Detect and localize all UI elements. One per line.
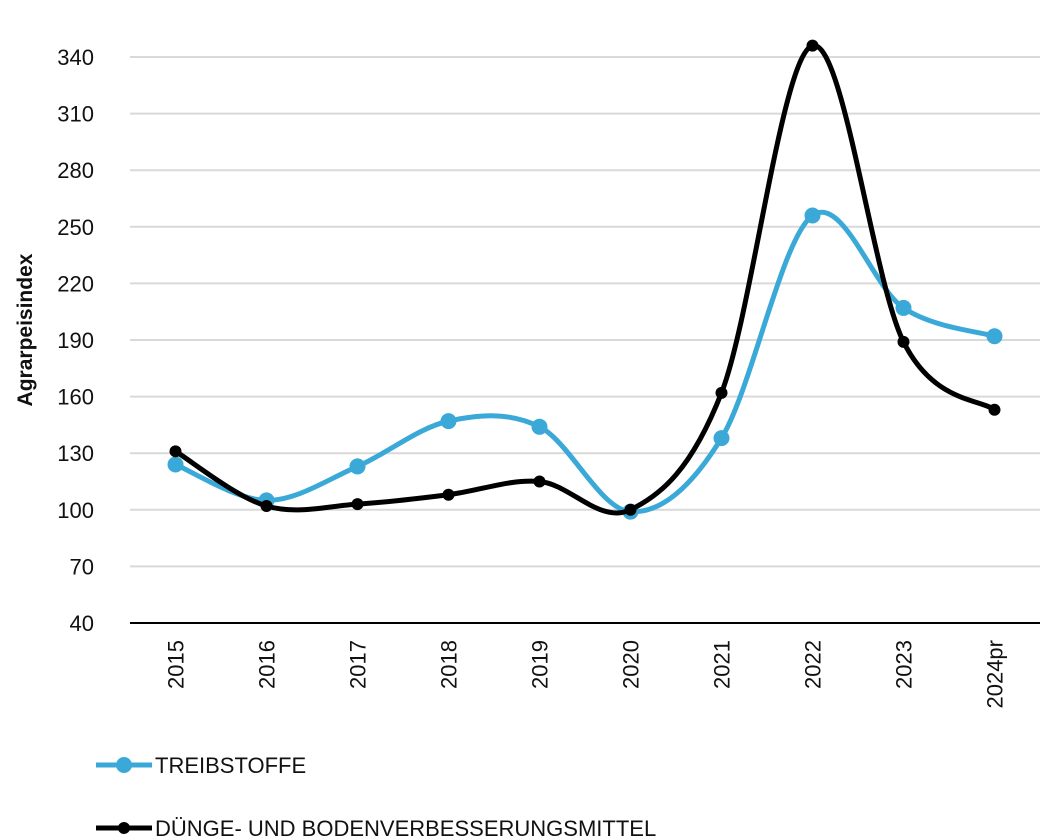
x-tick-label: 2022 <box>801 640 826 689</box>
y-axis-ticks: 40 70 100 130 160 190 220 250 280 310 340 <box>57 45 94 636</box>
series-duenge-bodenverbesserungsmittel <box>169 39 1001 516</box>
y-tick-label: 130 <box>57 441 94 466</box>
data-point <box>440 413 457 430</box>
x-tick-label: 2023 <box>892 640 917 689</box>
data-point <box>986 328 1003 345</box>
x-tick-label: 2017 <box>346 640 371 689</box>
data-point <box>988 403 1001 416</box>
data-point <box>531 418 548 435</box>
legend: TREIBSTOFFE DÜNGE- UND BODENVERBESSERUNGS… <box>96 753 656 840</box>
x-tick-label: 2018 <box>437 640 462 689</box>
data-point <box>533 475 546 488</box>
series-line <box>174 210 996 515</box>
data-point <box>624 503 637 516</box>
x-tick-label: 2015 <box>164 640 189 689</box>
data-point <box>260 500 273 513</box>
legend-item: DÜNGE- UND BODENVERBESSERUNGSMITTEL <box>96 816 656 840</box>
data-point <box>167 456 184 473</box>
y-tick-label: 190 <box>57 328 94 353</box>
y-axis-label: Agrarpeisindex <box>14 253 37 406</box>
x-tick-label: 2019 <box>528 640 553 689</box>
data-point <box>169 445 182 458</box>
data-point <box>351 498 364 511</box>
data-point <box>804 207 821 224</box>
data-point <box>442 488 455 501</box>
legend-marker-icon <box>118 822 130 834</box>
y-tick-label: 40 <box>70 611 94 636</box>
x-tick-label: 2021 <box>710 640 735 689</box>
data-point <box>715 386 728 399</box>
y-tick-label: 100 <box>57 498 94 523</box>
y-tick-label: 250 <box>57 215 94 240</box>
data-point <box>806 39 819 52</box>
series-group <box>167 39 1003 520</box>
y-tick-label: 310 <box>57 102 94 127</box>
y-tick-label: 70 <box>70 554 94 579</box>
series-line <box>174 43 996 516</box>
legend-label: TREIBSTOFFE <box>155 753 306 778</box>
legend-marker-icon <box>116 757 132 773</box>
legend-label: DÜNGE- UND BODENVERBESSERUNGSMITTEL <box>155 816 656 840</box>
x-axis-ticks: 2015 2016 2017 2018 2019 2020 2021 2022 2023 2024… <box>164 640 1008 709</box>
x-tick-label: 2024pr <box>983 640 1008 709</box>
y-tick-label: 280 <box>57 158 94 183</box>
legend-item: TREIBSTOFFE <box>96 753 306 778</box>
y-tick-label: 220 <box>57 271 94 296</box>
data-point <box>349 458 366 475</box>
x-tick-label: 2016 <box>255 640 280 689</box>
y-tick-label: 160 <box>57 385 94 410</box>
data-point <box>895 299 912 316</box>
y-tick-label: 340 <box>57 45 94 70</box>
data-point <box>897 335 910 348</box>
data-point <box>713 430 730 447</box>
x-tick-label: 2020 <box>619 640 644 689</box>
